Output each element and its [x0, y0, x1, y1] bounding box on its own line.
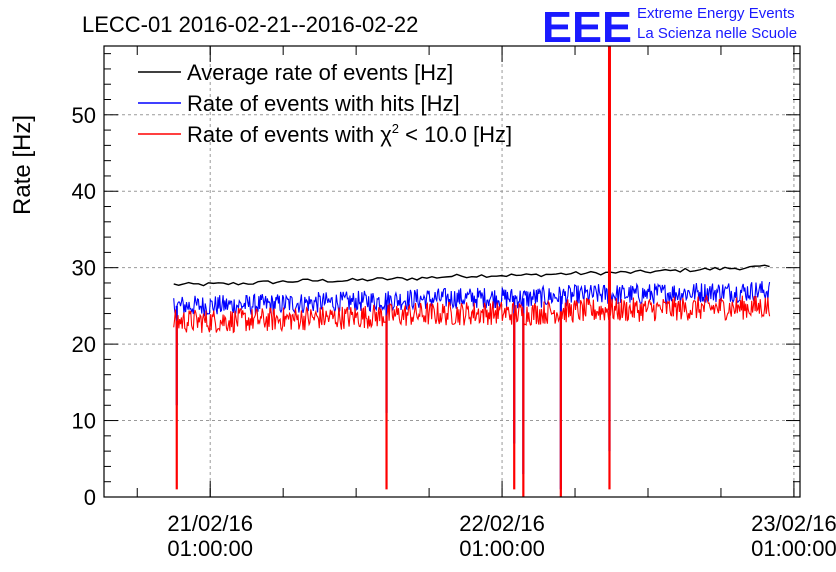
series-layer	[173, 46, 771, 497]
x-tick-label-time: 01:00:00	[167, 536, 253, 561]
grid	[104, 46, 800, 497]
x-tick-label-date: 21/02/16	[167, 511, 253, 536]
y-tick-label: 10	[72, 409, 96, 434]
series-average	[173, 264, 770, 287]
legend-label-chi2: Rate of events with χ2 < 10.0 [Hz]	[187, 121, 512, 147]
logo-line1: Extreme Energy Events	[637, 5, 795, 22]
y-tick-label: 30	[72, 256, 96, 281]
y-tick-label: 20	[72, 332, 96, 357]
y-tick-label: 50	[72, 103, 96, 128]
series-chi2	[173, 46, 771, 497]
series-chi2-line	[173, 294, 771, 334]
y-axis-label: Rate [Hz]	[9, 115, 36, 215]
x-tick-label-date: 23/02/16	[751, 511, 836, 536]
logo-line2: La Scienza nelle Scuole	[637, 25, 797, 42]
chart-title: LECC-01 2016-02-21--2016-02-22	[82, 12, 418, 37]
x-tick-label-date: 22/02/16	[459, 511, 545, 536]
legend: Average rate of events [Hz] Rate of even…	[138, 60, 512, 147]
y-tick-label: 40	[72, 179, 96, 204]
x-tick-label-time: 01:00:00	[751, 536, 836, 561]
x-tick-label-time: 01:00:00	[459, 536, 545, 561]
legend-label-hits: Rate of events with hits [Hz]	[187, 91, 460, 116]
logo-mark: EEE	[542, 3, 632, 52]
eee-logo: EEE Extreme Energy Events La Scienza nel…	[542, 3, 797, 52]
y-tick-label: 0	[84, 485, 96, 510]
plot-frame	[103, 45, 801, 498]
legend-label-average: Average rate of events [Hz]	[187, 60, 453, 85]
axis-ticks: 0102030405021/02/1601:00:0022/02/1601:00…	[72, 46, 836, 561]
series-hits-line	[173, 281, 771, 317]
series-average-line	[173, 264, 770, 287]
